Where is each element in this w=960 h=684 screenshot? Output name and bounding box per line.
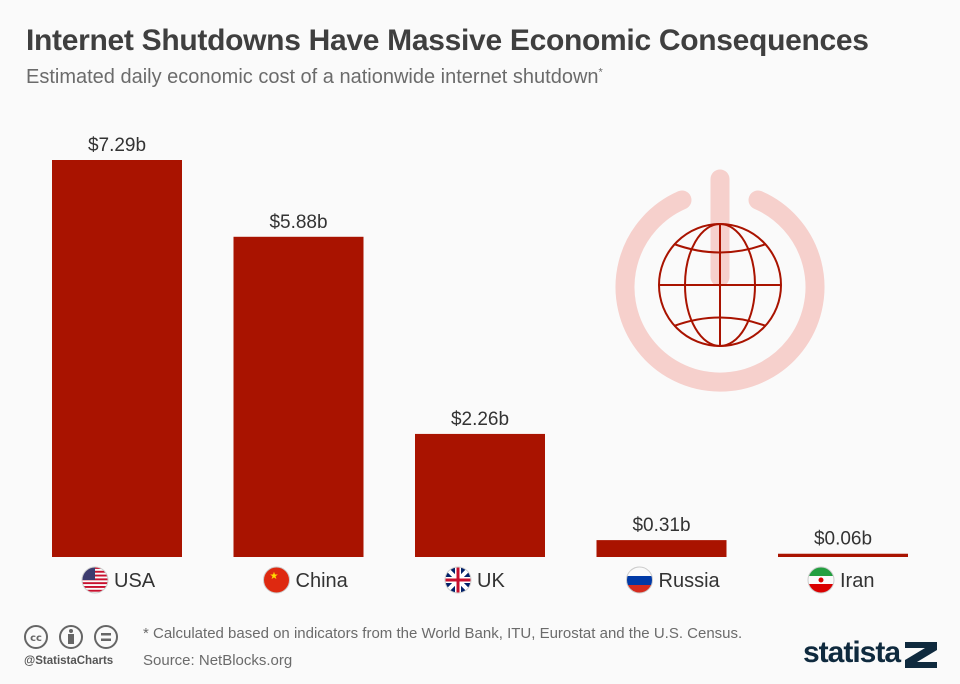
category-label: Iran [840, 570, 874, 592]
svg-text:★: ★ [270, 571, 279, 582]
category-label: China [296, 570, 349, 592]
svg-text:cc: cc [30, 633, 42, 644]
cc-icon: cc [24, 625, 48, 649]
category-label: Russia [659, 570, 721, 592]
data-label: $0.31b [632, 515, 690, 536]
flag-uk-icon [444, 566, 472, 594]
flag-china-icon: ★ [263, 566, 290, 594]
bar-iran [778, 553, 908, 557]
data-label: $5.88b [269, 212, 327, 233]
bar-chart: $7.29b USA $5.88b ★ China $2.26b UK $0.31b Russi… [52, 135, 908, 594]
flag-usa-icon [81, 566, 109, 594]
statista-logo: statista [803, 636, 901, 669]
flag-iran-icon [807, 566, 835, 594]
data-label: $2.26b [451, 409, 509, 430]
statista-handle: @StatistaCharts [24, 655, 114, 667]
no-derivatives-icon [94, 625, 118, 649]
attribution-icon [59, 625, 83, 649]
source: Source: NetBlocks.org [143, 652, 293, 669]
data-label: $7.29b [88, 135, 146, 156]
bar-russia [596, 540, 727, 557]
bar-usa [52, 160, 182, 557]
chart-title: Internet Shutdowns Have Massive Economic… [26, 24, 869, 57]
bar-china [233, 236, 364, 557]
bar-uk [415, 433, 545, 557]
chart-subtitle: Estimated daily economic cost of a natio… [26, 66, 603, 89]
flag-russia-icon [626, 566, 653, 594]
license-icons: cc [24, 625, 118, 649]
category-label: UK [477, 570, 505, 592]
statista-logo-mark-icon [905, 642, 937, 668]
data-label: $0.06b [814, 529, 872, 550]
subtitle-footnote-mark: * [598, 66, 603, 79]
category-label: USA [114, 570, 156, 592]
footnote: * Calculated based on indicators from th… [143, 625, 743, 642]
power-globe-icon [615, 169, 825, 392]
subtitle-text: Estimated daily economic cost of a natio… [26, 66, 599, 88]
